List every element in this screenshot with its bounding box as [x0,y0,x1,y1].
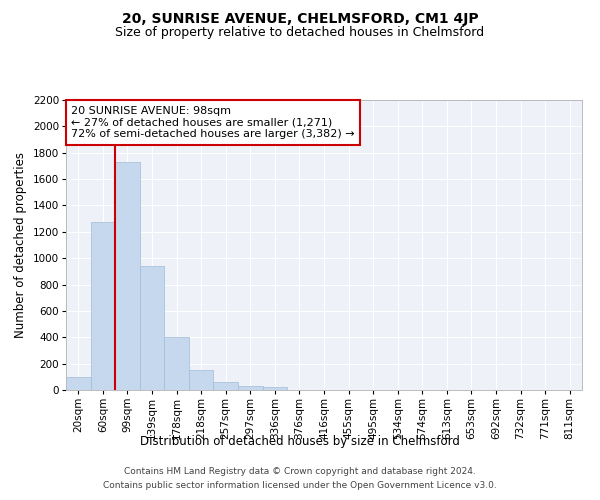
Bar [238,386,263,390]
Bar [91,222,115,390]
Text: Contains HM Land Registry data © Crown copyright and database right 2024.: Contains HM Land Registry data © Crown c… [124,468,476,476]
Y-axis label: Number of detached properties: Number of detached properties [14,152,27,338]
Bar [214,382,238,390]
Bar [263,388,287,390]
Bar [66,377,91,390]
Text: Contains public sector information licensed under the Open Government Licence v3: Contains public sector information licen… [103,481,497,490]
Text: Size of property relative to detached houses in Chelmsford: Size of property relative to detached ho… [115,26,485,39]
Bar [115,162,140,390]
Text: 20, SUNRISE AVENUE, CHELMSFORD, CM1 4JP: 20, SUNRISE AVENUE, CHELMSFORD, CM1 4JP [122,12,478,26]
Text: Distribution of detached houses by size in Chelmsford: Distribution of detached houses by size … [140,435,460,448]
Bar [140,266,164,390]
Text: 20 SUNRISE AVENUE: 98sqm
← 27% of detached houses are smaller (1,271)
72% of sem: 20 SUNRISE AVENUE: 98sqm ← 27% of detach… [71,106,355,139]
Bar [164,338,189,390]
Bar [189,370,214,390]
